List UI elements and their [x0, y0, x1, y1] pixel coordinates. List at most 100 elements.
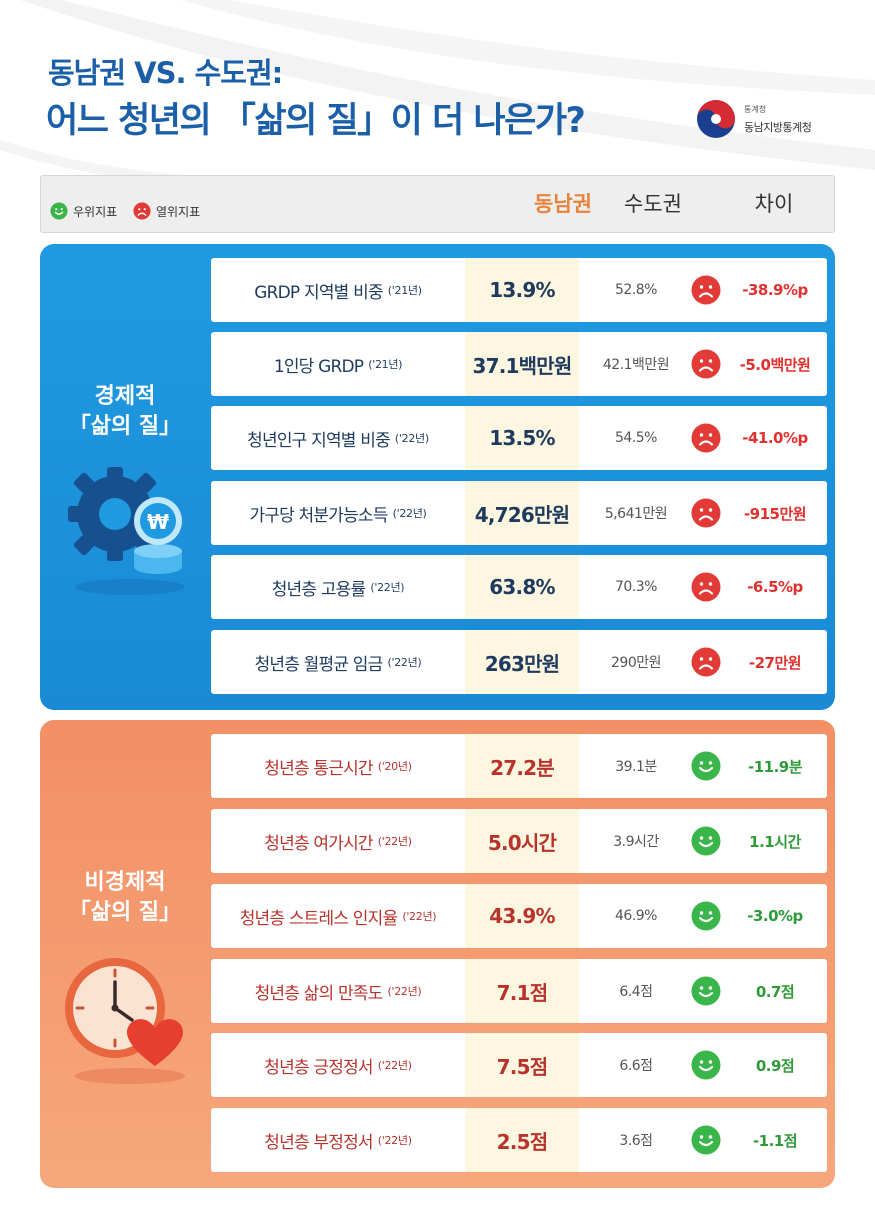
row-diff-value: -915만원	[743, 504, 807, 523]
section-title-line2: 「삶의 질」	[68, 414, 182, 439]
row-year: ('22년)	[402, 910, 437, 923]
table-row: 청년층 고용률 ('22년) 63.8% 70.3% -6.5%p	[211, 555, 827, 619]
row-year: ('22년)	[377, 1059, 412, 1072]
column-header-dongnam: 동남권	[534, 192, 592, 216]
row-diff-value: -6.5%p	[747, 578, 803, 596]
row-year: ('22년)	[387, 656, 422, 669]
row-sudo-value: 52.8%	[615, 282, 657, 298]
row-year: ('22년)	[370, 581, 405, 594]
row-year: ('20년)	[377, 760, 412, 773]
smile-face-icon	[691, 1125, 721, 1155]
table-row: 청년인구 지역별 비중 ('22년) 13.5% 54.5% -41.0%p	[211, 406, 827, 470]
table-row: 청년층 통근시간 ('20년) 27.2분 39.1분 -11.9분	[211, 734, 827, 798]
row-diff-value: 1.1시간	[749, 832, 801, 851]
row-year: ('22년)	[392, 507, 427, 520]
legend-bad: 열위지표	[133, 202, 200, 220]
row-label: 1인당 GRDP ('21년)	[273, 356, 403, 377]
section-title-line1: 비경제적	[84, 870, 166, 895]
row-dongnam-value: 37.1백만원	[465, 332, 579, 396]
legend-good: 우위지표	[50, 202, 117, 220]
row-sudo-value: 6.4점	[619, 984, 653, 1000]
title-line-2: 어느 청년의 「삶의 질」이 더 나은가?	[46, 101, 586, 141]
org-name: 동남지방통계청	[744, 121, 812, 134]
row-year: ('22년)	[387, 985, 422, 998]
row-year: ('21년)	[387, 284, 422, 297]
clock-heart-icon	[65, 958, 185, 1084]
row-year: ('22년)	[377, 835, 412, 848]
row-sudo-value: 5,641만원	[604, 506, 668, 522]
smile-face-icon	[691, 751, 721, 781]
row-diff-value: -5.0백만원	[739, 355, 811, 374]
sad-face-icon	[691, 349, 721, 379]
row-dongnam-value: 27.2분	[465, 734, 579, 798]
row-label: 청년층 통근시간 ('20년)	[264, 758, 412, 779]
row-label: 청년층 긍정정서 ('22년)	[264, 1057, 412, 1078]
row-label: 청년층 월평균 임금 ('22년)	[254, 654, 422, 675]
sad-face-icon	[133, 202, 151, 220]
sad-face-icon	[691, 423, 721, 453]
section-economic: 경제적 「삶의 질」 ₩ GRDP 지역별 비중 ('21년) 13.9% 52.…	[40, 244, 835, 710]
smile-face-icon	[691, 826, 721, 856]
row-dongnam-value: 13.5%	[465, 406, 579, 470]
row-label: 청년층 부정정서 ('22년)	[264, 1132, 412, 1153]
legend-good-label: 우위지표	[73, 204, 118, 219]
table-row: GRDP 지역별 비중 ('21년) 13.9% 52.8% -38.9%p	[211, 258, 827, 322]
row-sudo-value: 46.9%	[615, 908, 657, 924]
row-diff-value: 0.9점	[755, 1056, 795, 1075]
table-row: 1인당 GRDP ('21년) 37.1백만원 42.1백만원 -5.0백만원	[211, 332, 827, 396]
smile-face-icon	[691, 1050, 721, 1080]
row-dongnam-value: 7.1점	[465, 959, 579, 1023]
sad-face-icon	[691, 647, 721, 677]
table-row: 청년층 삶의 만족도 ('22년) 7.1점 6.4점 0.7점	[211, 959, 827, 1023]
row-label: 청년인구 지역별 비중 ('22년)	[247, 430, 429, 451]
smile-face-icon	[691, 976, 721, 1006]
table-row: 청년층 여가시간 ('22년) 5.0시간 3.9시간 1.1시간	[211, 809, 827, 873]
row-label: 가구당 처분가능소득 ('22년)	[249, 505, 427, 526]
row-label: 청년층 고용률 ('22년)	[271, 579, 405, 600]
row-sudo-value: 3.9시간	[613, 834, 659, 850]
table-row: 청년층 월평균 임금 ('22년) 263만원 290만원 -27만원	[211, 630, 827, 694]
row-diff-value: -27만원	[748, 653, 802, 672]
sad-face-icon	[691, 275, 721, 305]
row-dongnam-value: 7.5점	[465, 1033, 579, 1097]
section-title-line1: 경제적	[94, 384, 156, 409]
row-sudo-value: 70.3%	[615, 579, 657, 595]
row-diff-value: -41.0%p	[742, 429, 808, 447]
org-small-label: 통계청	[744, 105, 767, 114]
table-row: 청년층 스트레스 인지율 ('22년) 43.9% 46.9% -3.0%p	[211, 884, 827, 948]
row-year: ('22년)	[394, 432, 429, 445]
row-diff-value: 0.7점	[755, 982, 795, 1001]
row-diff-value: -38.9%p	[742, 281, 808, 299]
sad-face-icon	[691, 572, 721, 602]
svg-text:₩: ₩	[147, 510, 169, 534]
row-dongnam-value: 4,726만원	[465, 481, 579, 545]
table-row: 청년층 부정정서 ('22년) 2.5점 3.6점 -1.1점	[211, 1108, 827, 1172]
row-dongnam-value: 43.9%	[465, 884, 579, 948]
row-sudo-value: 3.6점	[619, 1133, 653, 1149]
row-year: ('21년)	[368, 358, 403, 371]
row-diff-value: -1.1점	[752, 1131, 798, 1150]
row-dongnam-value: 63.8%	[465, 555, 579, 619]
row-year: ('22년)	[377, 1134, 412, 1147]
legend-bad-label: 열위지표	[156, 204, 201, 219]
sad-face-icon	[691, 498, 721, 528]
row-sudo-value: 290만원	[611, 655, 661, 671]
row-label: 청년층 여가시간 ('22년)	[264, 833, 412, 854]
row-dongnam-value: 263만원	[465, 630, 579, 694]
row-label: GRDP 지역별 비중 ('21년)	[254, 282, 422, 303]
row-diff-value: -3.0%p	[747, 907, 803, 925]
taeguk-logo-icon	[697, 100, 735, 138]
row-label: 청년층 삶의 만족도 ('22년)	[254, 983, 422, 1004]
section-title-line2: 「삶의 질」	[68, 900, 182, 925]
column-header-sudo: 수도권	[624, 192, 682, 216]
gear-coin-icon: ₩	[68, 467, 185, 595]
section-non-economic: 비경제적 「삶의 질」 청년층 통근시간 ('20년) 27.2분 39.1분 -…	[40, 720, 835, 1188]
row-label: 청년층 스트레스 인지율 ('22년)	[239, 908, 437, 929]
smile-face-icon	[691, 901, 721, 931]
row-dongnam-value: 2.5점	[465, 1108, 579, 1172]
table-row: 청년층 긍정정서 ('22년) 7.5점 6.6점 0.9점	[211, 1033, 827, 1097]
row-dongnam-value: 5.0시간	[465, 809, 579, 873]
row-diff-value: -11.9분	[747, 757, 803, 776]
row-sudo-value: 39.1분	[615, 759, 657, 775]
title-line-1: 동남권 VS. 수도권:	[48, 56, 283, 90]
